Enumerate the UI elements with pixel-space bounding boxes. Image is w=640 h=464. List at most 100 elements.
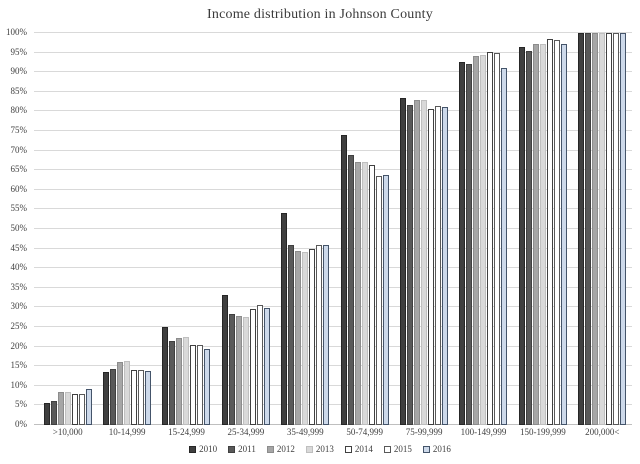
y-axis-tick-label: 75% — [10, 125, 28, 135]
bar-2015 — [138, 369, 145, 425]
y-axis-tick-label: 5% — [15, 399, 27, 410]
bar-2016 — [620, 33, 627, 425]
bar-2014 — [249, 308, 256, 425]
bar-2012 — [592, 33, 599, 425]
bar-2013 — [539, 44, 546, 425]
y-axis-tick-label: 25% — [10, 321, 28, 331]
bar-group — [394, 33, 453, 425]
bar-2016 — [442, 107, 449, 425]
bar-2010 — [578, 33, 585, 425]
bar-2014 — [131, 369, 138, 425]
bar-2010 — [43, 402, 50, 425]
bar-2014 — [368, 164, 375, 425]
y-axis-tick-label: 0% — [15, 419, 27, 429]
bar-2016 — [85, 388, 92, 425]
gridline: 40% — [11, 262, 632, 272]
bar-2010 — [340, 134, 347, 425]
bar-2015 — [613, 33, 620, 425]
gridline: 15% — [11, 360, 632, 370]
x-axis-category-label: 200,000< — [585, 427, 620, 437]
gridline: 20% — [11, 341, 632, 351]
bar-2011 — [466, 64, 473, 425]
y-axis-tick-label: 50% — [10, 223, 28, 233]
bar-2011 — [585, 33, 592, 425]
y-axis-tick-label: 90% — [10, 66, 28, 77]
bar-2010 — [400, 97, 407, 425]
bar-2011 — [228, 313, 235, 425]
bar-2014 — [428, 108, 435, 425]
legend-label: 2012 — [276, 444, 295, 454]
bar-2016 — [263, 307, 270, 425]
x-axis-category-label: 25-34,999 — [227, 427, 265, 437]
y-axis-tick-label: 55% — [10, 203, 28, 214]
bar-2011 — [288, 244, 295, 425]
chart-title: Income distribution in Johnson County — [207, 7, 433, 22]
x-axis-category-label: 15-24,999 — [168, 427, 205, 437]
bar-2010 — [281, 213, 288, 425]
y-axis-tick-label: 80% — [10, 105, 28, 116]
bar-2016 — [323, 245, 330, 425]
gridline: 25% — [11, 321, 632, 331]
bar-2016 — [204, 348, 211, 425]
x-axis-line: 0% — [15, 419, 632, 429]
bar-2013 — [361, 162, 368, 425]
bar-2013 — [302, 251, 309, 425]
bar-2010 — [103, 372, 110, 425]
bar-2015 — [256, 304, 263, 425]
x-axis-category-label: 35-49,999 — [286, 427, 324, 437]
bar-2013 — [64, 391, 71, 425]
x-axis-category-label: 75-99,999 — [405, 427, 443, 437]
bar-2012 — [176, 337, 183, 425]
bar-2010 — [459, 61, 466, 425]
y-axis-tick-label: 30% — [10, 301, 28, 312]
legend-item-2015: 2015 — [383, 444, 412, 454]
gridline: 30% — [11, 301, 632, 311]
bar-2015 — [435, 106, 442, 425]
gridline: 85% — [11, 86, 632, 96]
bar-2012 — [57, 392, 64, 425]
bar-2012 — [414, 99, 421, 425]
gridline: 50% — [11, 223, 632, 233]
legend-marker-icon — [383, 445, 391, 453]
bar-group — [335, 33, 394, 425]
x-axis-category-label: 150-199,999 — [520, 427, 566, 437]
y-axis-tick-label: 40% — [10, 262, 28, 273]
bar-2011 — [169, 341, 176, 425]
legend-marker-icon — [305, 445, 313, 453]
legend-item-2011: 2011 — [228, 444, 256, 454]
gridline: 10% — [11, 380, 632, 390]
bar-2014 — [309, 249, 316, 425]
x-axis-category-label: 100-149,999 — [460, 427, 507, 437]
y-axis-tick-label: 95% — [10, 46, 28, 57]
bar-group — [38, 33, 97, 425]
bar-2013 — [480, 54, 487, 425]
bar-2012 — [473, 55, 480, 425]
gridline: 45% — [11, 243, 632, 253]
y-axis-tick-label: 60% — [10, 183, 28, 194]
bar-2013 — [183, 337, 190, 425]
bar-2013 — [421, 100, 428, 425]
bar-2010 — [221, 294, 228, 425]
bar-2014 — [606, 33, 613, 425]
bar-2015 — [197, 344, 204, 425]
legend-label: 2011 — [238, 444, 256, 454]
gridline: 75% — [11, 125, 632, 135]
y-axis-tick-label: 65% — [10, 164, 28, 175]
bar-2014 — [71, 393, 78, 425]
gridline: 70% — [11, 145, 632, 155]
y-axis-tick-label: 70% — [10, 144, 28, 155]
bar-2011 — [525, 50, 532, 425]
y-axis-tick-label: 100% — [6, 27, 27, 37]
legend-marker-icon — [266, 445, 274, 453]
bar-2015 — [553, 40, 560, 425]
bar-group — [513, 33, 572, 425]
bar-group — [573, 33, 632, 425]
gridline: 35% — [11, 282, 632, 292]
y-axis-tick-label: 15% — [10, 360, 28, 371]
bar-2010 — [518, 47, 525, 425]
gridline: 55% — [11, 203, 632, 213]
bar-group — [97, 33, 156, 425]
bar-2016 — [145, 370, 152, 425]
legend-marker-icon — [189, 445, 197, 453]
bar-2012 — [295, 251, 302, 425]
